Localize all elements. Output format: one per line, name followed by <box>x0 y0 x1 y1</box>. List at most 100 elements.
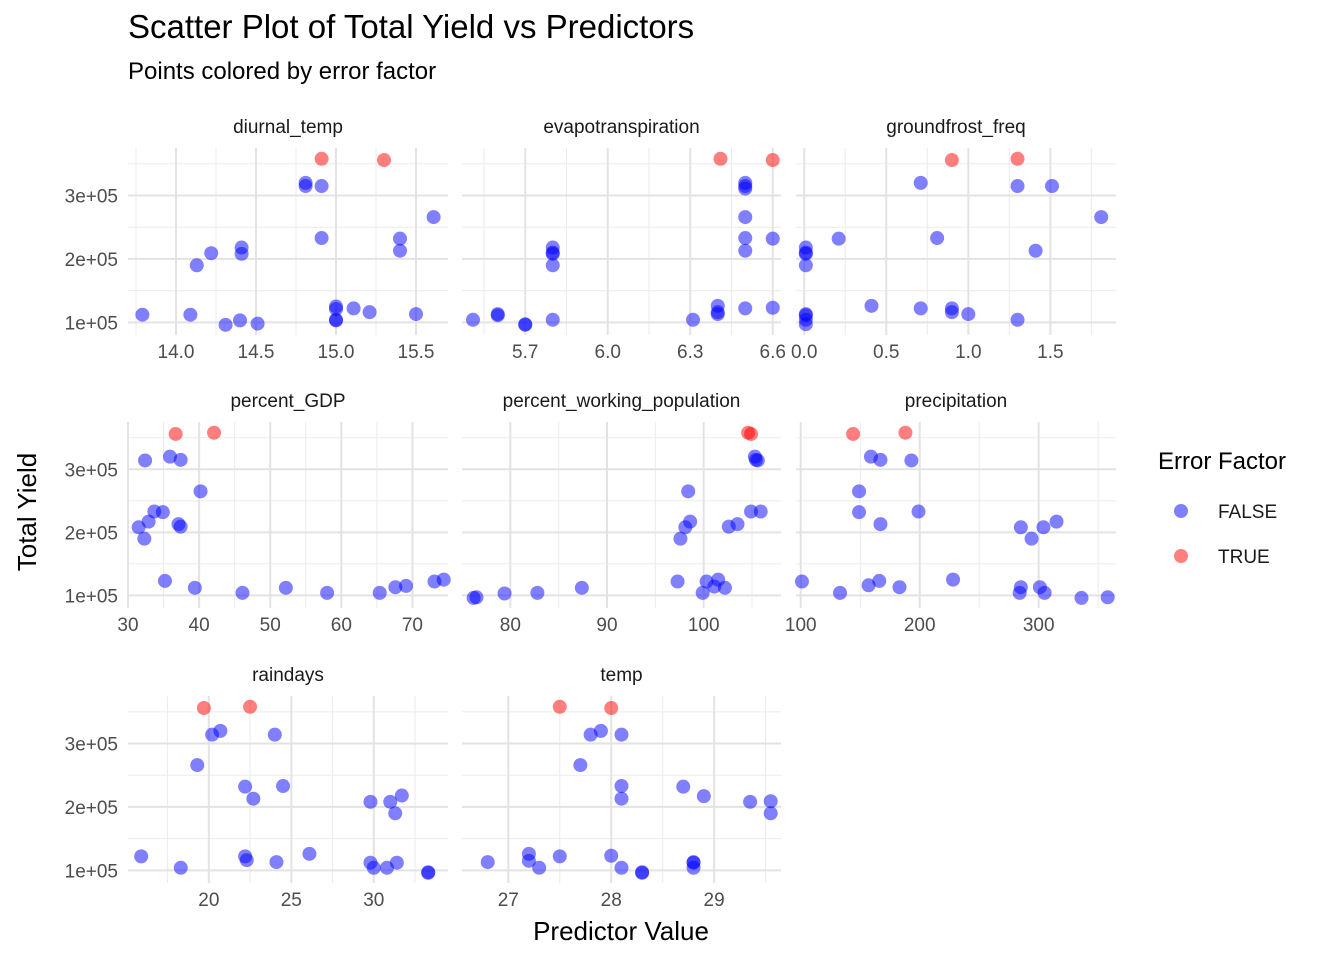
legend-label-false: FALSE <box>1218 502 1277 523</box>
data-point-false <box>794 574 809 589</box>
x-tick-label: 300 <box>1023 615 1055 636</box>
data-point-false <box>738 210 753 225</box>
data-point-false <box>530 585 545 600</box>
facet-strip-label: percent_working_population <box>503 391 741 412</box>
data-point-true <box>552 699 567 714</box>
data-point-false <box>155 505 170 520</box>
data-point-false <box>861 578 876 593</box>
data-point-false <box>320 585 335 600</box>
data-point-false <box>235 585 250 600</box>
data-point-false <box>744 504 759 519</box>
x-tick-label: 6.6 <box>760 342 786 363</box>
data-point-false <box>137 531 152 546</box>
data-point-false <box>1010 312 1025 327</box>
data-point-false <box>372 585 387 600</box>
x-tick-label: 1.5 <box>1037 342 1063 363</box>
x-tick-label: 6.0 <box>595 342 621 363</box>
x-tick-label: 15.5 <box>398 342 435 363</box>
data-point-false <box>238 779 253 794</box>
data-point-false <box>314 231 329 246</box>
facet-strip-label: temp <box>600 665 642 686</box>
data-point-false <box>833 585 848 600</box>
data-point-false <box>683 514 698 529</box>
data-point-true <box>207 425 222 440</box>
x-tick-label: 80 <box>500 615 521 636</box>
data-point-false <box>383 794 398 809</box>
legend-key-true <box>1174 549 1188 563</box>
data-point-false <box>872 573 887 588</box>
data-point-false <box>686 312 700 327</box>
data-point-true <box>196 701 211 716</box>
y-tick-label: 2e+05 <box>65 250 118 271</box>
data-point-false <box>593 723 608 738</box>
legend-label-true: TRUE <box>1218 547 1270 568</box>
data-point-false <box>329 313 343 328</box>
data-point-false <box>892 580 907 595</box>
facet-diurnal_temp: diurnal_temp 1e+05 2e+05 3e+05 14.0 14.5 15.0 1… <box>65 117 448 363</box>
x-tick-label: 6.3 <box>677 342 703 363</box>
data-point-false <box>738 243 753 258</box>
data-point-false <box>763 806 778 821</box>
data-point-false <box>314 179 329 194</box>
data-point-false <box>614 791 629 806</box>
panels-layer: diurnal_temp 1e+05 2e+05 3e+05 14.0 14.5 15.0 1… <box>65 117 1116 911</box>
data-point-false <box>676 779 691 794</box>
data-point-true <box>744 426 759 441</box>
data-point-false <box>276 779 291 794</box>
facet-temp: temp 27 28 29 <box>462 665 781 911</box>
data-point-false <box>798 246 813 261</box>
data-point-false <box>1074 590 1089 605</box>
data-point-false <box>574 580 589 595</box>
data-point-false <box>362 305 377 320</box>
data-point-false <box>710 307 725 322</box>
data-point-false <box>394 788 409 803</box>
x-tick-label: 29 <box>704 890 725 911</box>
data-point-false <box>213 723 228 738</box>
data-point-true <box>314 151 329 166</box>
x-tick-label: 90 <box>596 615 617 636</box>
data-point-false <box>545 312 560 327</box>
data-point-false <box>1037 585 1052 600</box>
x-tick-label: 5.7 <box>512 342 538 363</box>
data-point-false <box>157 573 172 588</box>
data-point-true <box>898 425 913 440</box>
data-point-false <box>686 860 701 875</box>
data-point-false <box>346 301 361 316</box>
data-point-false <box>173 519 188 534</box>
data-point-false <box>798 258 813 273</box>
x-tick-label: 100 <box>688 615 720 636</box>
data-point-false <box>913 175 928 190</box>
facet-strip-label: evapotranspiration <box>543 117 699 138</box>
data-point-false <box>604 848 619 863</box>
facet-evapotranspiration: evapotranspiration 5.7 6.0 6.3 6.6 <box>462 117 786 363</box>
data-point-false <box>750 453 765 468</box>
x-tick-label: 28 <box>601 890 622 911</box>
data-point-false <box>873 452 888 467</box>
data-point-false <box>521 853 536 868</box>
data-point-false <box>696 789 711 804</box>
x-tick-label: 27 <box>498 890 519 911</box>
x-tick-label: 40 <box>189 615 210 636</box>
y-tick-label: 2e+05 <box>65 523 118 544</box>
data-point-false <box>695 585 710 600</box>
x-tick-label: 60 <box>331 615 352 636</box>
data-point-false <box>1024 531 1039 546</box>
data-point-false <box>393 231 407 246</box>
data-point-false <box>614 779 629 794</box>
data-point-false <box>269 855 284 870</box>
data-point-false <box>1049 514 1064 529</box>
data-point-false <box>738 181 753 196</box>
legend-title: Error Factor <box>1158 448 1286 475</box>
x-tick-label: 0.0 <box>791 342 817 363</box>
y-tick-label: 3e+05 <box>65 460 118 481</box>
data-point-false <box>930 231 945 246</box>
y-tick-label: 1e+05 <box>65 861 118 882</box>
data-point-false <box>1010 179 1025 194</box>
data-point-false <box>250 316 265 331</box>
facet-strip-label: precipitation <box>905 391 1007 412</box>
data-point-false <box>267 727 282 742</box>
data-point-false <box>480 855 495 870</box>
x-tick-label: 50 <box>260 615 281 636</box>
data-point-false <box>635 865 650 880</box>
x-tick-label: 14.5 <box>238 342 275 363</box>
